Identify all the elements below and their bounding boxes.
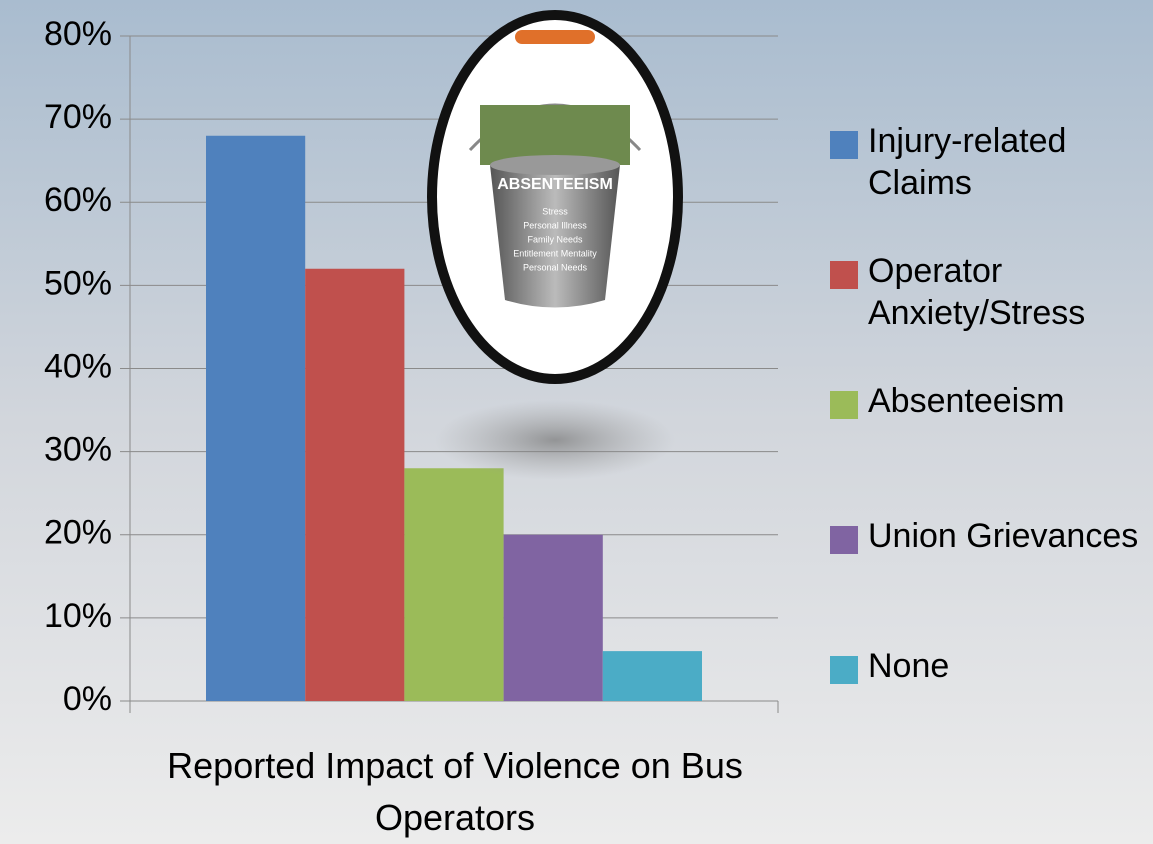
bar (503, 534, 603, 701)
legend-label: Union Grievances (868, 517, 1139, 555)
bar (305, 268, 405, 701)
bar (206, 135, 306, 701)
annotation: Personal Illness (523, 220, 587, 230)
annotation: Entitlement Mentality (513, 248, 597, 258)
shadow (435, 400, 675, 480)
legend-swatch (830, 261, 858, 289)
legend-swatch (830, 656, 858, 684)
y-tick-label: 40% (44, 347, 112, 385)
legend-swatch (830, 131, 858, 159)
y-tick-label: 30% (44, 431, 112, 469)
annotation: Family Needs (527, 234, 583, 244)
y-tick-label: 0% (63, 680, 112, 718)
annotation: ABSENTEEISM (497, 176, 613, 193)
annotation: Stress (542, 206, 568, 216)
legend-label: None (868, 647, 950, 685)
legend-label: Injury-related Claims (868, 122, 1067, 202)
legend-label: Absenteeism (868, 382, 1065, 420)
annotation: Personal Needs (523, 262, 588, 272)
y-tick-label: 70% (44, 98, 112, 136)
y-tick-label: 80% (44, 15, 112, 53)
y-tick-label: 20% (44, 514, 112, 552)
legend-swatch (830, 391, 858, 419)
bar (602, 651, 702, 701)
y-tick-label: 50% (44, 264, 112, 302)
legend-swatch (830, 526, 858, 554)
y-tick-label: 60% (44, 181, 112, 219)
legend-label: Operator Anxiety/Stress (868, 252, 1086, 332)
bar (404, 468, 504, 701)
x-category-label: Reported Impact of Violence on Bus Opera… (167, 745, 743, 838)
y-tick-label: 10% (44, 597, 112, 635)
bucket-image: ABSENTEEISM Stress Personal Illness Fami… (427, 10, 683, 384)
